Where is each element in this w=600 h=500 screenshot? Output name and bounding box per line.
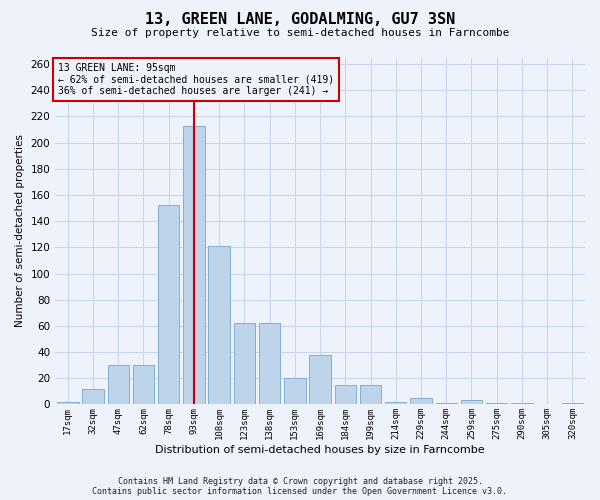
Bar [208,246,230,404]
Text: 13, GREEN LANE, GODALMING, GU7 3SN: 13, GREEN LANE, GODALMING, GU7 3SN [145,12,455,28]
Bar [461,400,482,404]
Bar [158,206,179,404]
Y-axis label: Number of semi-detached properties: Number of semi-detached properties [15,134,25,328]
Bar [259,324,280,404]
Bar [335,385,356,404]
Text: Size of property relative to semi-detached houses in Farncombe: Size of property relative to semi-detach… [91,28,509,38]
Bar [183,126,205,404]
Bar [385,402,406,404]
Bar [562,403,583,404]
Bar [511,403,533,404]
X-axis label: Distribution of semi-detached houses by size in Farncombe: Distribution of semi-detached houses by … [155,445,485,455]
Bar [310,354,331,405]
Bar [82,388,104,404]
Bar [57,402,79,404]
Bar [410,398,432,404]
Text: 13 GREEN LANE: 95sqm
← 62% of semi-detached houses are smaller (419)
36% of semi: 13 GREEN LANE: 95sqm ← 62% of semi-detac… [58,62,334,96]
Bar [436,403,457,404]
Bar [486,403,508,404]
Bar [107,365,129,405]
Bar [133,365,154,405]
Bar [284,378,305,404]
Text: Contains HM Land Registry data © Crown copyright and database right 2025.
Contai: Contains HM Land Registry data © Crown c… [92,476,508,496]
Bar [233,324,255,404]
Bar [360,385,381,404]
